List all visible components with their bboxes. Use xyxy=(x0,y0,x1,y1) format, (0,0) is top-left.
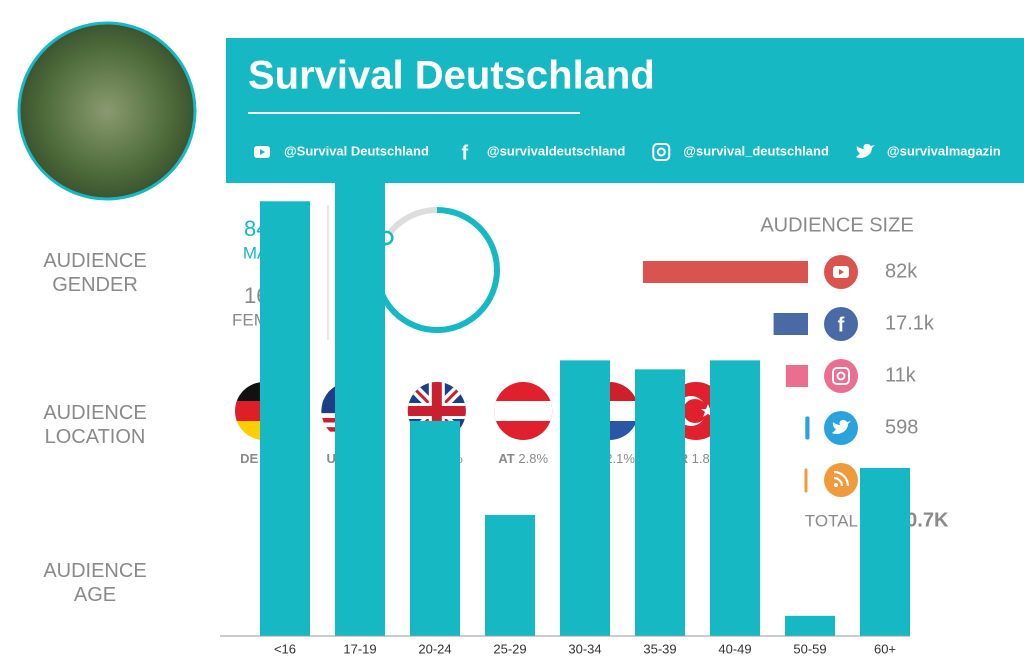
instagram-icon xyxy=(652,143,671,161)
handle: @survivalmagazin xyxy=(887,143,1001,158)
age-bar xyxy=(560,360,610,636)
gender-arc xyxy=(383,207,438,240)
country-code: AT xyxy=(498,451,514,466)
tw xyxy=(855,143,875,158)
age-bar xyxy=(635,369,685,636)
age-bar xyxy=(410,420,460,636)
instagram-icon xyxy=(824,359,858,393)
title: Survival Deutschland xyxy=(248,54,655,98)
age-category: <16 xyxy=(274,641,296,656)
size-bar xyxy=(785,365,808,387)
age-bar xyxy=(785,615,835,636)
facebook-icon: f xyxy=(824,307,858,341)
size-value: 11k xyxy=(885,364,917,386)
size-value: 17.1k xyxy=(885,312,935,334)
size-title: AUDIENCE SIZE xyxy=(760,214,913,236)
fb: f xyxy=(838,314,845,336)
country-code: DE xyxy=(240,451,258,466)
age-category: 17-19 xyxy=(343,641,376,656)
icon-bg xyxy=(824,463,858,497)
ig-lens xyxy=(836,371,846,381)
tw xyxy=(832,419,851,434)
flag xyxy=(494,382,553,440)
fb: f xyxy=(462,142,469,164)
age-category: 25-29 xyxy=(493,641,526,656)
size-bar xyxy=(643,261,808,283)
ig xyxy=(832,367,850,385)
age-bar xyxy=(860,467,910,636)
age-category: 60+ xyxy=(874,641,896,656)
icon-bg xyxy=(824,359,858,393)
twitter-icon xyxy=(824,411,858,445)
yt-play xyxy=(260,149,265,155)
age-category: 40-49 xyxy=(718,641,751,656)
youtube-icon xyxy=(824,255,858,289)
flag-part xyxy=(431,382,442,440)
country-share: 2.1% xyxy=(605,451,635,466)
flag-part xyxy=(494,401,553,421)
handle: @survival_deutschland xyxy=(683,143,829,158)
size-bar xyxy=(773,313,808,335)
age-label: AUDIENCE AGE xyxy=(43,560,146,606)
total-label: TOTAL xyxy=(805,511,858,530)
age-category: 30-34 xyxy=(568,641,601,656)
age-category: 20-24 xyxy=(418,641,451,656)
ig-lens xyxy=(656,147,666,157)
country-share: 2.8% xyxy=(518,451,548,466)
tr-c2 xyxy=(683,399,707,423)
blog-icon xyxy=(824,463,858,497)
facebook-icon: f xyxy=(462,142,469,164)
age-category: 50-59 xyxy=(793,641,826,656)
youtube-icon xyxy=(254,146,270,158)
size-value: 82k xyxy=(885,260,918,282)
age-bar xyxy=(710,360,760,636)
location-label: AUDIENCE LOCATION xyxy=(43,402,146,448)
location-label: AT 2.8% xyxy=(498,451,548,466)
handle: @survivaldeutschland xyxy=(487,143,625,158)
handle: @Survival Deutschland xyxy=(284,143,429,158)
age-bar xyxy=(485,514,535,636)
header-band xyxy=(226,38,1024,183)
size-bar xyxy=(805,416,810,440)
size-value: 598 xyxy=(885,416,918,438)
age-bar xyxy=(260,201,310,636)
rss xyxy=(833,470,850,487)
age-category: 35-39 xyxy=(643,641,676,656)
profile-photo xyxy=(17,21,197,201)
age-bar xyxy=(335,174,385,636)
gender-label: AUDIENCE GENDER xyxy=(43,250,146,296)
rss-dot xyxy=(834,483,838,487)
icon-bg xyxy=(824,307,858,341)
ig xyxy=(652,143,671,161)
twitter-icon xyxy=(855,143,875,158)
yt-play xyxy=(839,269,844,275)
